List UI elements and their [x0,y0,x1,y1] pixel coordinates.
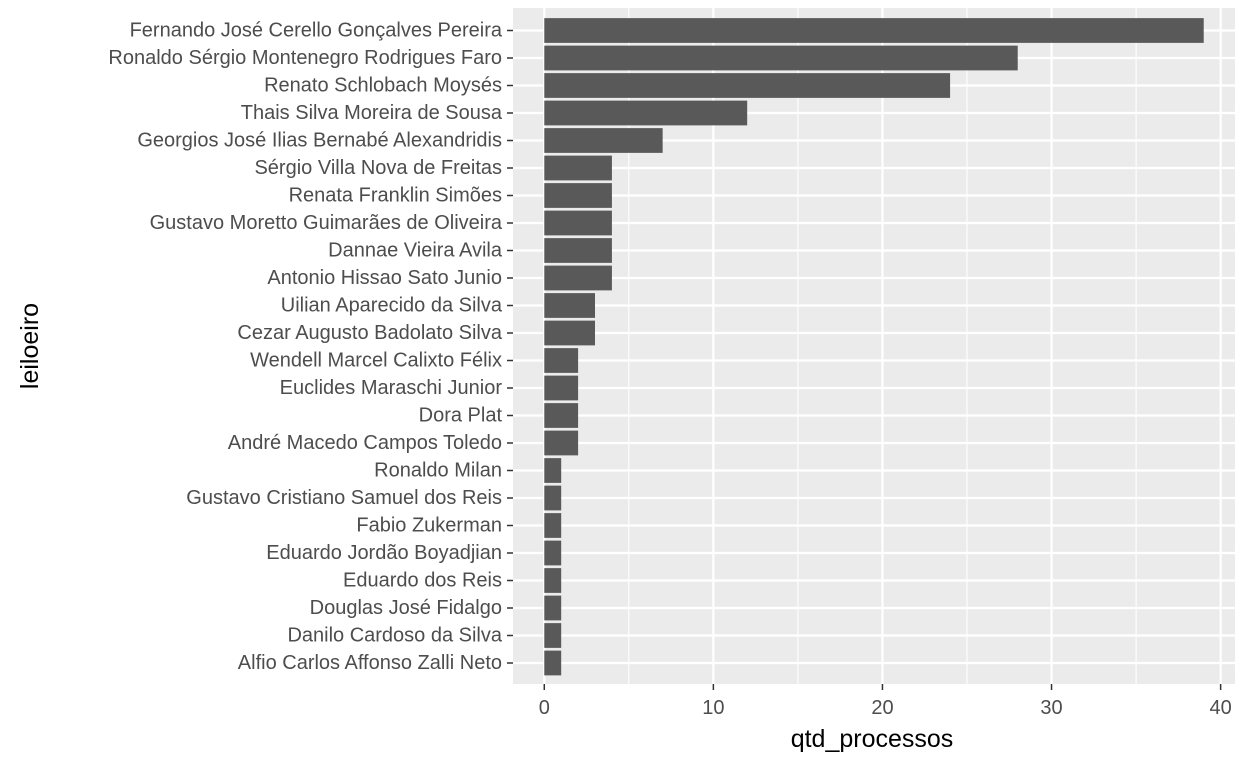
x-tick-label: 10 [702,697,724,719]
y-tick-label: Dannae Vieira Avila [328,240,503,262]
y-tick-label: Danilo Cardoso da Silva [287,625,502,647]
bar [544,485,562,511]
bar [544,45,1018,71]
bar [544,155,612,181]
y-tick-label: Renata Franklin Simões [289,185,502,207]
bar [544,238,612,263]
bar [544,403,579,428]
y-tick-label: Alfio Carlos Affonso Zalli Neto [238,652,502,674]
y-tick-label: Antonio Hissao Sato Junio [267,267,502,289]
y-tick-label: Fabio Zukerman [356,515,502,537]
y-tick-label: Eduardo dos Reis [343,570,502,592]
x-axis: 0 10 20 30 40 [539,684,1232,719]
bar [544,100,748,126]
y-tick-label: Dora Plat [419,405,503,427]
bar [544,73,951,98]
y-tick-label: Fernando José Cerello Gonçalves Pereira [130,20,503,42]
bar [544,650,562,676]
bar [544,348,579,373]
bar [544,210,612,236]
x-axis-title: qtd_processos [791,725,954,753]
y-tick-label: Gustavo Cristiano Samuel dos Reis [186,487,502,509]
y-tick-label: Thais Silva Moreira de Sousa [241,102,503,124]
bar [544,568,562,593]
y-tick-label: Gustavo Moretto Guimarães de Oliveira [150,212,503,234]
y-axis-title: leiloeiro [16,303,44,389]
bar [544,293,596,318]
y-tick-label: Ronaldo Milan [374,460,502,482]
y-tick-label: Ronaldo Sérgio Montenegro Rodrigues Faro [108,47,502,69]
bar [544,183,612,208]
bar [544,375,579,401]
bar [544,458,562,483]
x-tick-label: 0 [539,697,550,719]
x-tick-label: 40 [1210,697,1232,719]
y-axis: Fernando José Cerello Gonçalves Pereira R… [108,20,513,674]
y-tick-label: Georgios José Ilias Bernabé Alexandridis [137,130,502,152]
y-tick-label: Wendell Marcel Calixto Félix [250,350,502,372]
x-tick-label: 30 [1040,697,1062,719]
bar [544,540,562,566]
bar [544,430,579,456]
bar [544,623,562,648]
y-tick-label: Douglas José Fidalgo [310,597,502,619]
y-tick-label: André Macedo Campos Toledo [228,432,502,454]
y-tick-label: Uilian Aparecido da Silva [281,295,503,317]
bar [544,595,562,621]
bar [544,18,1204,43]
y-tick-label: Euclides Maraschi Junior [280,377,503,399]
y-tick-label: Eduardo Jordão Boyadjian [266,542,502,564]
bars [544,18,1204,676]
bar [544,265,612,291]
x-tick-label: 20 [871,697,893,719]
bar [544,128,663,153]
bar [544,320,596,346]
y-tick-label: Renato Schlobach Moysés [264,75,502,97]
y-tick-label: Cezar Augusto Badolato Silva [237,322,502,344]
bar [544,513,562,538]
y-tick-label: Sérgio Villa Nova de Freitas [254,157,502,179]
